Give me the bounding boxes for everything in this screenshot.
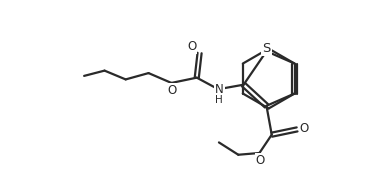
Text: O: O [256,154,265,167]
Text: H: H [215,95,223,105]
Text: O: O [167,84,177,97]
Text: O: O [299,122,309,135]
Text: O: O [187,40,197,53]
Text: N: N [215,83,224,96]
Text: S: S [262,42,271,55]
